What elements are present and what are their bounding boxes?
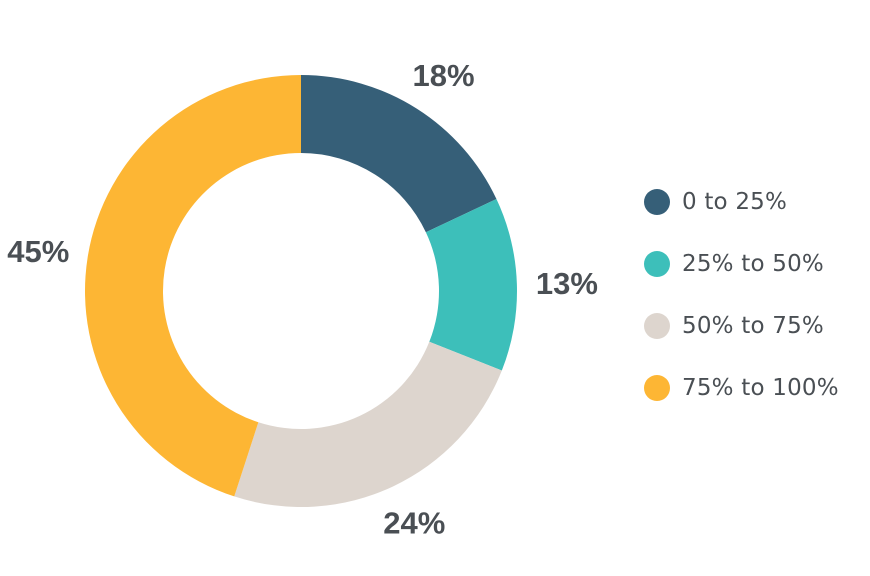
- legend-item-25-to-50: 25% to 50%: [644, 233, 839, 295]
- donut-slice-50-to-75: [234, 341, 502, 507]
- data-label-0-to-25: 18%: [412, 58, 474, 93]
- data-label-50-to-75: 24%: [383, 506, 445, 541]
- legend-label-50-to-75: 50% to 75%: [682, 313, 824, 339]
- legend-item-0-to-25: 0 to 25%: [644, 171, 839, 233]
- legend-label-25-to-50: 25% to 50%: [682, 251, 824, 277]
- data-label-25-to-50: 13%: [536, 266, 598, 301]
- legend-item-50-to-75: 50% to 75%: [644, 295, 839, 357]
- data-label-75-to-100: 45%: [7, 234, 69, 269]
- legend-swatch-50-to-75: [644, 313, 670, 339]
- legend-item-75-to-100: 75% to 100%: [644, 357, 839, 419]
- legend-swatch-75-to-100: [644, 375, 670, 401]
- legend-label-75-to-100: 75% to 100%: [682, 375, 839, 401]
- donut-slice-25-to-50: [425, 199, 517, 371]
- legend-swatch-25-to-50: [644, 251, 670, 277]
- donut-slice-0-to-25: [301, 75, 497, 233]
- donut-slice-75-to-100: [84, 75, 301, 497]
- legend: 0 to 25% 25% to 50% 50% to 75% 75% to 10…: [644, 171, 839, 419]
- legend-swatch-0-to-25: [644, 189, 670, 215]
- legend-label-0-to-25: 0 to 25%: [682, 189, 788, 215]
